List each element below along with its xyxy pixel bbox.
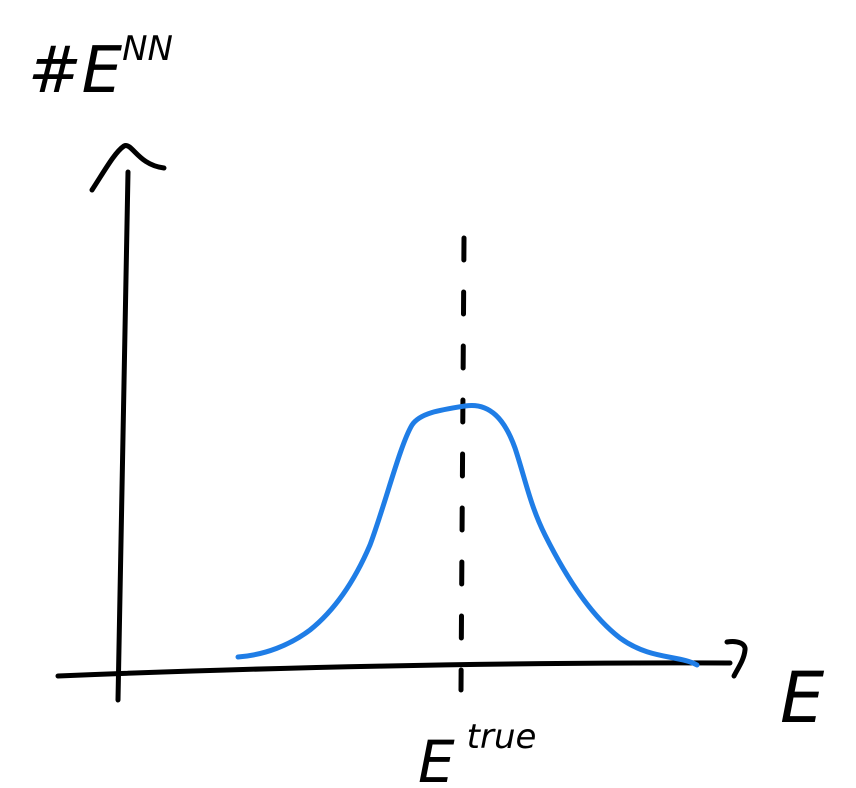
x-axis-label: E [780, 657, 825, 739]
y-axis-label: #ENN [28, 29, 173, 108]
y-label-base: #E [28, 34, 123, 108]
marker-label-sup: true [467, 717, 537, 757]
distribution-curve [238, 405, 697, 665]
sketch: #ENN E Etrue [0, 0, 856, 788]
y-label-sup: NN [122, 29, 173, 69]
x-axis-arrow [727, 641, 745, 676]
x-axis [58, 663, 730, 676]
page: {"y_axis_label": {"base": "#E", "sup": "… [0, 0, 856, 788]
y-axis [118, 172, 128, 700]
true-value-line [461, 238, 464, 690]
marker-label-base: E [418, 728, 455, 788]
